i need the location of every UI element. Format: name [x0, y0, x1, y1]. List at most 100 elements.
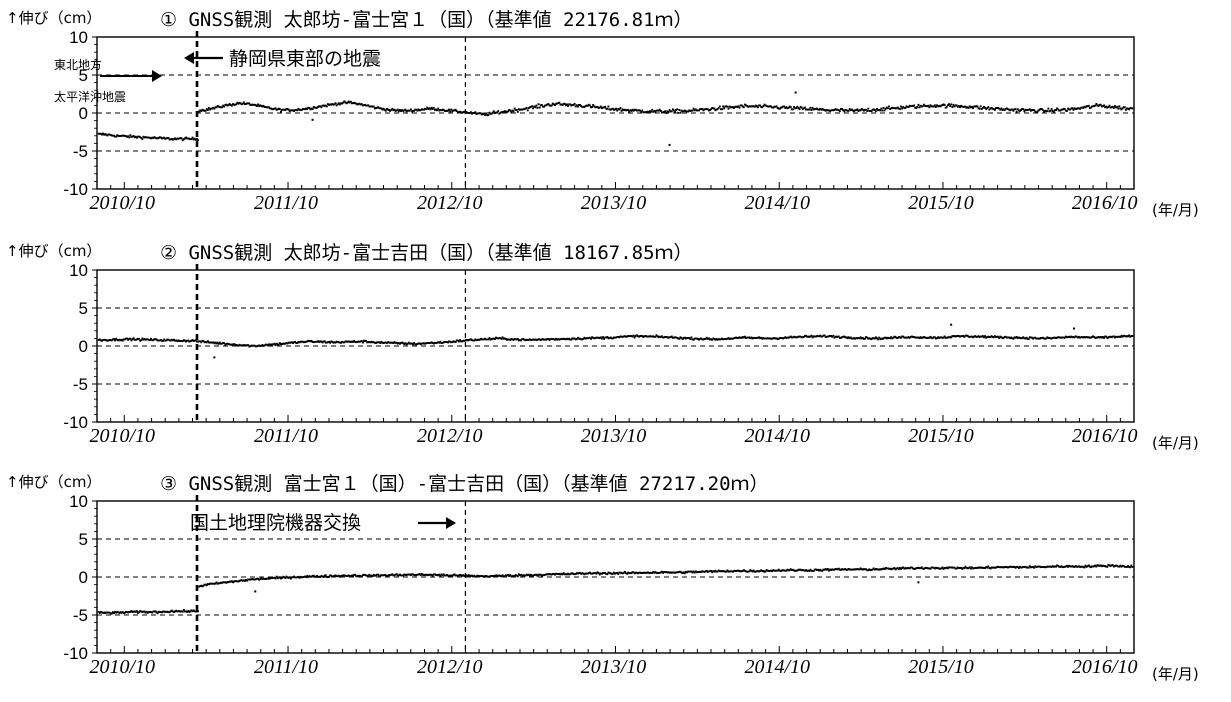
data-point	[791, 336, 794, 339]
data-point	[966, 334, 969, 337]
data-point	[794, 107, 797, 110]
data-point	[735, 336, 738, 339]
data-point	[686, 337, 688, 339]
data-point	[189, 610, 192, 613]
data-point	[1031, 566, 1033, 569]
data-point	[474, 575, 477, 578]
data-point	[522, 574, 525, 577]
data-point	[869, 110, 872, 112]
data-point	[753, 336, 756, 339]
data-point	[632, 334, 635, 337]
data-point	[997, 107, 1000, 110]
data-point	[833, 568, 836, 571]
data-point	[681, 110, 684, 113]
data-point	[401, 109, 404, 112]
data-point	[906, 106, 909, 108]
data-point	[924, 567, 926, 570]
data-point	[191, 339, 194, 342]
data-point	[973, 335, 976, 338]
data-point	[822, 108, 825, 111]
data-point	[757, 570, 759, 573]
data-point	[1008, 108, 1011, 111]
data-point	[907, 336, 910, 339]
data-point	[200, 110, 203, 113]
data-point	[360, 103, 363, 106]
data-point	[909, 335, 912, 338]
data-point	[430, 106, 433, 109]
data-point	[699, 108, 702, 111]
data-point	[235, 343, 238, 346]
data-point	[335, 340, 338, 343]
data-point	[665, 112, 668, 114]
data-point	[842, 109, 845, 112]
data-point	[1106, 106, 1109, 109]
data-point	[1043, 566, 1045, 568]
data-point	[193, 339, 196, 342]
data-point	[639, 109, 642, 112]
data-point	[920, 566, 923, 569]
data-point	[842, 568, 845, 571]
data-point	[250, 344, 253, 347]
data-point	[953, 566, 956, 569]
data-point	[546, 573, 549, 576]
data-point	[181, 139, 184, 142]
data-point	[591, 572, 594, 575]
data-point	[992, 566, 995, 569]
data-point	[750, 105, 753, 108]
x-tick-label: 2012/10	[417, 656, 483, 678]
data-point	[1093, 565, 1096, 568]
data-point	[1023, 566, 1026, 568]
data-point	[736, 106, 739, 108]
data-point	[495, 111, 497, 114]
data-point	[647, 111, 650, 113]
data-point	[264, 106, 267, 109]
data-point	[318, 105, 321, 108]
data-point	[203, 341, 206, 344]
data-point	[1039, 337, 1042, 339]
data-point	[128, 610, 131, 613]
data-point	[472, 575, 475, 578]
data-point	[242, 101, 245, 104]
data-point	[486, 338, 489, 341]
data-point	[262, 577, 265, 580]
data-point	[252, 344, 255, 347]
data-point	[1104, 106, 1107, 109]
data-point	[910, 335, 913, 338]
data-point	[918, 106, 921, 109]
data-point	[760, 336, 763, 339]
data-point	[266, 577, 269, 580]
data-point	[311, 340, 314, 343]
data-point	[1059, 109, 1062, 112]
data-point	[775, 105, 778, 108]
data-point	[282, 108, 285, 111]
data-point	[946, 104, 949, 107]
data-point	[502, 337, 505, 340]
data-point	[349, 341, 352, 343]
data-point	[155, 611, 158, 614]
data-point	[1099, 336, 1102, 338]
data-point	[908, 567, 911, 570]
data-point	[383, 108, 386, 111]
data-point	[984, 106, 986, 109]
data-point	[381, 108, 384, 111]
data-point	[214, 341, 217, 344]
data-point	[1062, 566, 1065, 569]
y-tick-label: 10	[69, 261, 88, 280]
data-point	[439, 574, 442, 577]
data-point	[305, 107, 308, 110]
data-point	[1117, 335, 1120, 338]
data-point	[717, 569, 720, 572]
data-point	[742, 336, 745, 339]
data-point	[652, 110, 655, 113]
data-point	[1128, 108, 1131, 111]
data-point	[695, 109, 698, 112]
data-point	[1061, 336, 1064, 339]
data-point	[517, 573, 520, 576]
data-point	[546, 103, 549, 106]
data-point	[306, 575, 309, 578]
data-point	[129, 610, 132, 613]
data-point	[813, 568, 816, 571]
data-point	[981, 566, 984, 569]
data-point	[596, 106, 599, 108]
data-point	[447, 341, 449, 344]
